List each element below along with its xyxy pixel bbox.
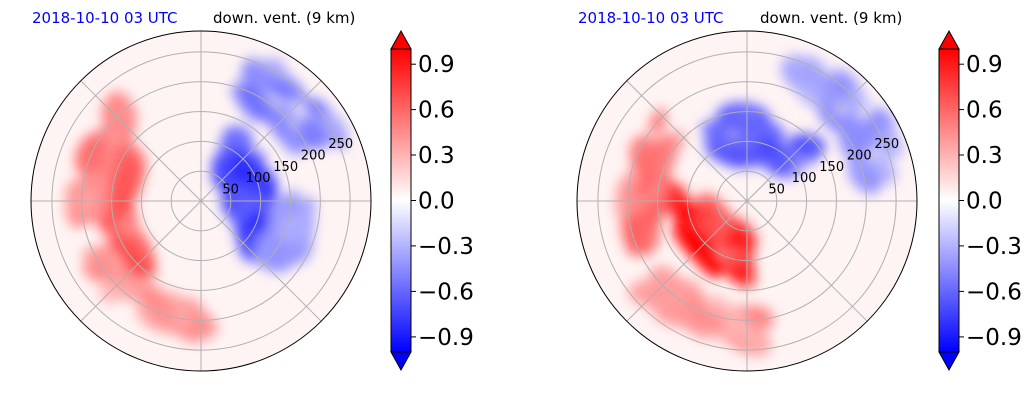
panel-1-field-blob xyxy=(634,191,649,213)
panel-right-title-variable: down. vent. (9 km) xyxy=(760,9,902,27)
panel-left-colorbar: 0.9 0.6 0.3 0.0 −0.3 −0.6 −0.9 xyxy=(390,29,474,372)
panel-0-field-blob xyxy=(121,123,135,143)
colorbar-tick-label: 0.0 xyxy=(418,189,455,215)
panel-left-title-variable: down. vent. (9 km) xyxy=(213,9,355,27)
panel-1-field-blob xyxy=(648,177,665,204)
panel-1-field-blob xyxy=(756,150,774,162)
radial-tick-label: 200 xyxy=(301,148,326,163)
radial-tick-label: 150 xyxy=(819,160,844,175)
panel-1-field-blob xyxy=(723,246,741,265)
panel-1-field-blob xyxy=(643,224,661,252)
colorbar-tick-label: 0.9 xyxy=(418,52,455,78)
panel-1-field-blob xyxy=(741,333,766,351)
colorbar-tick-label: −0.3 xyxy=(418,234,474,260)
colorbar-tick-label: 0.9 xyxy=(966,52,1003,78)
panel-1-field-blob xyxy=(713,119,735,134)
radial-tick-label: 150 xyxy=(273,160,298,175)
panel-0-field-blob xyxy=(93,195,110,219)
panel-1-field-blob xyxy=(818,93,837,113)
panel-1-field-blob xyxy=(867,170,881,185)
panel-1-field-blob xyxy=(788,133,827,157)
panel-0-field-blob xyxy=(212,152,232,182)
colorbar-tick-label: 0.0 xyxy=(966,189,1003,215)
panel-right-colorbar-extend-top xyxy=(938,29,960,50)
panel-0-field-blob xyxy=(136,238,148,256)
grid-spoke xyxy=(746,80,868,202)
colorbar-tick-label: 0.3 xyxy=(418,143,455,169)
panel-0-field-blob xyxy=(96,258,111,271)
panel-1-field-blob xyxy=(837,114,873,153)
panel-1-field-blob xyxy=(849,87,870,110)
radial-tick-label: 250 xyxy=(874,137,899,152)
colorbar-tick-label: −0.9 xyxy=(418,325,474,351)
panel-1-field-blob xyxy=(703,295,733,316)
panel-0-field-blob xyxy=(142,290,160,305)
panel-1-field-blob xyxy=(703,133,738,156)
panel-0-field-blob xyxy=(287,204,316,245)
panel-left-colorbar-body xyxy=(390,48,412,353)
panel-0-field-blob xyxy=(228,149,253,187)
panel-1-field-blob xyxy=(640,138,663,173)
radial-tick-label: 100 xyxy=(792,171,817,186)
panel-0-field-blob xyxy=(64,178,83,204)
panel-right-colorbar-body xyxy=(938,48,960,353)
panel-1-field-blob xyxy=(728,228,752,254)
colorbar-tick-label: −0.3 xyxy=(966,234,1022,260)
colorbar-tick-label: −0.9 xyxy=(966,325,1022,351)
panel-1-field-blob xyxy=(648,275,690,305)
panel-0-field-blob xyxy=(256,70,272,87)
colorbar-tick-label: 0.6 xyxy=(966,98,1003,124)
grid-spoke xyxy=(626,200,748,322)
grid-spoke xyxy=(80,200,202,322)
panel-1-field-blob xyxy=(772,156,791,168)
panel-left-polar-frame xyxy=(30,30,372,372)
radial-tick-label: 200 xyxy=(847,148,872,163)
panel-left-colorbar-extend-bottom xyxy=(390,351,412,372)
panel-0-field-blob xyxy=(243,68,258,83)
colorbar-tick-label: 0.3 xyxy=(966,143,1003,169)
panel-left: 2018-10-10 03 UTC down. vent. (9 km) 50 1… xyxy=(30,9,474,372)
panel-right: 2018-10-10 03 UTC down. vent. (9 km) 50 1… xyxy=(576,9,1022,372)
radial-tick-label: 50 xyxy=(768,183,785,198)
colorbar-tick-label: −0.6 xyxy=(966,279,1022,305)
panel-right-colorbar: 0.9 0.6 0.3 0.0 −0.3 −0.6 −0.9 xyxy=(938,29,1022,372)
grid-spoke xyxy=(200,200,322,322)
panel-left-title-date: 2018-10-10 03 UTC xyxy=(32,9,178,27)
radial-tick-label: 100 xyxy=(246,171,271,186)
panel-right-colorbar-extend-bottom xyxy=(938,351,960,372)
panel-left-colorbar-extend-top xyxy=(390,29,412,50)
panel-1-field-blob xyxy=(797,81,822,109)
panel-0-field-blob xyxy=(172,308,195,327)
grid-spoke xyxy=(80,80,202,202)
panel-0-field-blob xyxy=(239,83,263,106)
panel-0-field-blob xyxy=(281,78,306,102)
radial-tick-label: 250 xyxy=(328,137,353,152)
panel-1-field-blob xyxy=(693,216,706,231)
panel-1-field-blob xyxy=(672,218,704,253)
panel-0-field-blob xyxy=(108,94,133,130)
panel-right-polar-frame xyxy=(576,30,918,372)
colorbar-tick-label: −0.6 xyxy=(418,279,474,305)
panel-1-field-blob xyxy=(754,306,772,319)
radial-tick-label: 50 xyxy=(222,183,239,198)
panel-0-field-blob xyxy=(302,96,320,115)
panel-0-field-blob xyxy=(98,288,118,304)
panel-right-grid xyxy=(577,31,917,371)
grid-spoke xyxy=(746,200,868,322)
panel-1-field-blob xyxy=(698,201,720,225)
panel-left-field xyxy=(64,57,348,345)
panel-0-field-blob xyxy=(254,174,263,188)
panel-0-field-blob xyxy=(268,78,288,99)
panel-left-grid xyxy=(31,31,371,371)
panel-right-title-date: 2018-10-10 03 UTC xyxy=(578,9,724,27)
grid-spoke xyxy=(626,80,748,202)
colorbar-tick-label: 0.6 xyxy=(418,98,455,124)
panel-1-field-blob xyxy=(865,120,883,139)
grid-spoke xyxy=(200,80,322,202)
